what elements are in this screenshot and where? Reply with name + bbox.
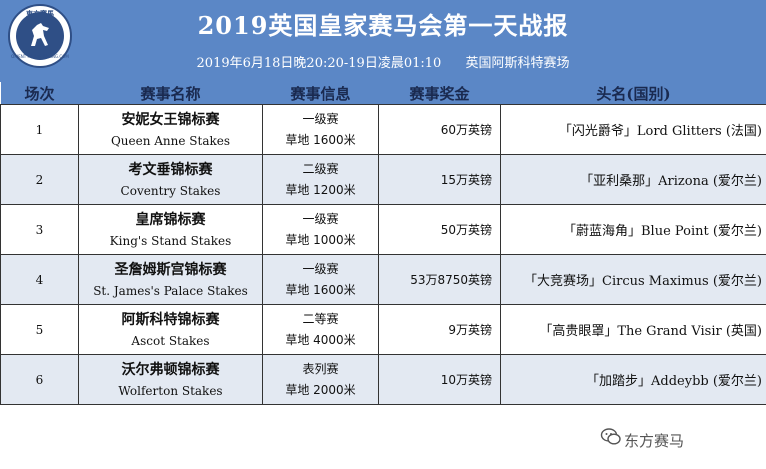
race-name-cell: 圣詹姆斯宫锦标赛 St. James's Palace Stakes: [78, 254, 263, 305]
race-name-zh: 阿斯科特锦标赛: [121, 311, 220, 328]
race-surface: 草地 1000米: [285, 232, 356, 247]
race-grade: 一级赛: [302, 261, 339, 276]
race-info-cell: 表列赛草地 2000米: [262, 354, 379, 405]
column-header: 赛事奖金: [378, 82, 501, 105]
race-info-cell: 一级赛草地 1600米: [262, 104, 379, 155]
page-title: 2019英国皇家赛马会第一天战报: [197, 11, 569, 40]
race-prize: 10万英镑: [378, 354, 501, 405]
race-name-en: Queen Anne Stakes: [110, 133, 231, 148]
race-venue: 英国阿斯科特赛场: [465, 56, 570, 71]
race-surface: 草地 4000米: [285, 332, 356, 347]
results-table: 场次 赛事名称 赛事信息 赛事奖金 头名(国别) 1 安妮女王锦标赛 Queen …: [0, 82, 766, 405]
table-row: 2 考文垂锦标赛 Coventry Stakes 二级赛草地 1200米 15万英…: [0, 154, 766, 205]
table-row: 4 圣詹姆斯宫锦标赛 St. James's Palace Stakes 一级赛草…: [0, 254, 766, 305]
race-number: 6: [0, 354, 79, 405]
race-datetime: 2019年6月18日晚20:20-19日凌晨01:10: [196, 56, 442, 71]
wechat-icon: [600, 428, 621, 445]
race-surface: 草地 1200米: [285, 182, 356, 197]
race-name-zh: 皇席锦标赛: [135, 211, 206, 228]
race-name-en: King's Stand Stakes: [109, 233, 232, 248]
race-winner: 「高贵眼罩」The Grand Visir (英国): [500, 304, 766, 355]
race-prize: 9万英镑: [378, 304, 501, 355]
race-number: 1: [0, 104, 79, 155]
race-name-cell: 安妮女王锦标赛 Queen Anne Stakes: [78, 104, 263, 155]
page-subtitle: 2019年6月18日晚20:20-19日凌晨01:10 英国阿斯科特赛场: [0, 52, 766, 71]
logo-bottom-text: ORIENT HORSE RACING.COM: [11, 54, 69, 59]
race-number: 2: [0, 154, 79, 205]
column-header: 头名(国别): [500, 82, 766, 105]
race-prize: 50万英镑: [378, 204, 501, 255]
race-info-cell: 一级赛草地 1600米: [262, 254, 379, 305]
race-number: 3: [0, 204, 79, 255]
race-name-zh: 考文垂锦标赛: [128, 161, 213, 178]
race-name-en: Wolferton Stakes: [118, 383, 223, 398]
race-winner: 「大竞赛场」Circus Maximus (爱尔兰): [500, 254, 766, 305]
race-winner: 「加踏步」Addeybb (爱尔兰): [500, 354, 766, 405]
column-header: 赛事信息: [262, 82, 379, 105]
race-surface: 草地 2000米: [285, 382, 356, 397]
table-row: 6 沃尔弗顿锦标赛 Wolferton Stakes 表列赛草地 2000米 10…: [0, 354, 766, 405]
race-prize: 15万英镑: [378, 154, 501, 205]
race-name-zh: 沃尔弗顿锦标赛: [121, 361, 220, 378]
race-name-zh: 安妮女王锦标赛: [121, 111, 220, 128]
race-grade: 表列赛: [302, 361, 339, 376]
race-winner: 「亚利桑那」Arizona (爱尔兰): [500, 154, 766, 205]
column-header: 场次: [0, 82, 79, 105]
table-header-row: 场次 赛事名称 赛事信息 赛事奖金 头名(国别): [0, 82, 766, 105]
race-prize: 53万8750英镑: [378, 254, 501, 305]
race-prize: 60万英镑: [378, 104, 501, 155]
race-name-zh: 圣詹姆斯宫锦标赛: [114, 261, 227, 278]
race-name-cell: 皇席锦标赛 King's Stand Stakes: [78, 204, 263, 255]
race-info-cell: 一级赛草地 1000米: [262, 204, 379, 255]
table-row: 1 安妮女王锦标赛 Queen Anne Stakes 一级赛草地 1600米 6…: [0, 104, 766, 155]
race-grade: 二级赛: [302, 161, 339, 176]
race-winner: 「蔚蓝海角」Blue Point (爱尔兰): [500, 204, 766, 255]
race-name-cell: 考文垂锦标赛 Coventry Stakes: [78, 154, 263, 205]
race-name-cell: 阿斯科特锦标赛 Ascot Stakes: [78, 304, 263, 355]
race-grade: 一级赛: [302, 111, 339, 126]
race-info-cell: 二等赛草地 4000米: [262, 304, 379, 355]
race-number: 5: [0, 304, 79, 355]
table-row: 3 皇席锦标赛 King's Stand Stakes 一级赛草地 1000米 5…: [0, 204, 766, 255]
race-number: 4: [0, 254, 79, 305]
race-name-en: Coventry Stakes: [120, 183, 221, 198]
header-banner: 東方賽馬 ORIENT HORSE RACING.COM 2019英国皇家赛马会…: [0, 0, 766, 82]
race-grade: 二等赛: [302, 311, 339, 326]
race-info-cell: 二级赛草地 1200米: [262, 154, 379, 205]
race-name-cell: 沃尔弗顿锦标赛 Wolferton Stakes: [78, 354, 263, 405]
race-name-en: St. James's Palace Stakes: [93, 283, 248, 298]
logo: 東方賽馬 ORIENT HORSE RACING.COM: [8, 4, 72, 68]
race-surface: 草地 1600米: [285, 282, 356, 297]
horse-icon: [31, 23, 49, 46]
table-row: 5 阿斯科特锦标赛 Ascot Stakes 二等赛草地 4000米 9万英镑 「…: [0, 304, 766, 355]
column-header: 赛事名称: [78, 82, 263, 105]
race-grade: 一级赛: [302, 211, 339, 226]
watermark: 东方赛马: [624, 432, 685, 450]
race-name-en: Ascot Stakes: [131, 333, 210, 348]
race-winner: 「闪光爵爷」Lord Glitters (法国): [500, 104, 766, 155]
race-surface: 草地 1600米: [285, 132, 356, 147]
